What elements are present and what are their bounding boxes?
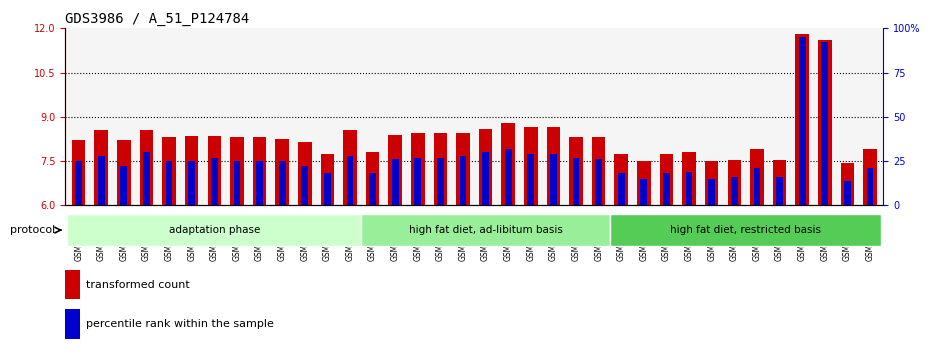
FancyBboxPatch shape <box>67 214 361 246</box>
Bar <box>392 159 399 205</box>
Bar <box>343 130 357 205</box>
Bar <box>483 152 489 205</box>
Text: transformed count: transformed count <box>86 280 190 290</box>
Bar <box>595 159 602 205</box>
Bar <box>365 152 379 205</box>
Bar <box>324 173 331 205</box>
Text: high fat diet, restricted basis: high fat diet, restricted basis <box>671 225 821 235</box>
Bar <box>459 156 466 205</box>
Bar <box>795 34 809 205</box>
Bar <box>143 152 150 205</box>
Bar <box>727 160 741 205</box>
Bar <box>230 137 244 205</box>
Bar <box>641 179 647 205</box>
Bar <box>98 156 105 205</box>
Bar <box>591 137 605 205</box>
Bar <box>863 149 877 205</box>
Bar <box>117 141 130 205</box>
Bar <box>279 161 286 205</box>
Text: GDS3986 / A_51_P124784: GDS3986 / A_51_P124784 <box>65 12 249 26</box>
Bar <box>527 154 534 205</box>
Bar <box>569 137 583 205</box>
Bar <box>415 158 421 205</box>
Bar <box>411 133 425 205</box>
Bar <box>753 168 761 205</box>
Text: high fat diet, ad-libitum basis: high fat diet, ad-libitum basis <box>408 225 563 235</box>
Bar <box>140 130 153 205</box>
Bar <box>705 161 719 205</box>
Text: percentile rank within the sample: percentile rank within the sample <box>86 319 273 329</box>
Bar <box>95 130 108 205</box>
Bar <box>256 161 263 205</box>
Bar <box>253 137 266 205</box>
Bar <box>65 270 80 299</box>
Bar <box>731 177 737 205</box>
Bar <box>389 135 402 205</box>
Bar <box>867 168 873 205</box>
Bar <box>550 154 557 205</box>
Bar <box>663 173 670 205</box>
Bar <box>188 161 195 205</box>
Bar <box>185 136 198 205</box>
Bar <box>501 123 515 205</box>
Text: adaptation phase: adaptation phase <box>168 225 260 235</box>
Bar <box>751 149 764 205</box>
Bar <box>275 139 289 205</box>
Bar <box>841 162 854 205</box>
Bar <box>573 158 579 205</box>
Bar <box>709 179 715 205</box>
Bar <box>75 161 82 205</box>
Bar <box>65 309 80 339</box>
Bar <box>298 142 312 205</box>
FancyBboxPatch shape <box>610 214 882 246</box>
Bar <box>121 166 127 205</box>
Bar <box>505 149 512 205</box>
Bar <box>321 154 334 205</box>
Bar <box>207 136 221 205</box>
Bar <box>637 161 651 205</box>
Bar <box>166 161 172 205</box>
Bar <box>369 173 376 205</box>
Bar <box>547 127 560 205</box>
Bar <box>457 133 470 205</box>
Bar <box>437 158 444 205</box>
Bar <box>211 158 218 205</box>
Bar <box>479 129 492 205</box>
Bar <box>72 141 86 205</box>
Bar <box>773 160 786 205</box>
Bar <box>301 166 308 205</box>
Bar <box>163 137 176 205</box>
Text: protocol: protocol <box>10 225 56 235</box>
Bar <box>615 154 628 205</box>
FancyBboxPatch shape <box>361 214 610 246</box>
Bar <box>524 127 538 205</box>
Bar <box>685 172 693 205</box>
Bar <box>844 181 851 205</box>
Bar <box>818 40 831 205</box>
Bar <box>821 42 828 205</box>
Bar <box>799 37 805 205</box>
Bar <box>659 154 673 205</box>
Bar <box>433 133 447 205</box>
Bar <box>777 177 783 205</box>
Bar <box>347 156 353 205</box>
Bar <box>233 161 240 205</box>
Bar <box>683 152 696 205</box>
Bar <box>618 173 625 205</box>
